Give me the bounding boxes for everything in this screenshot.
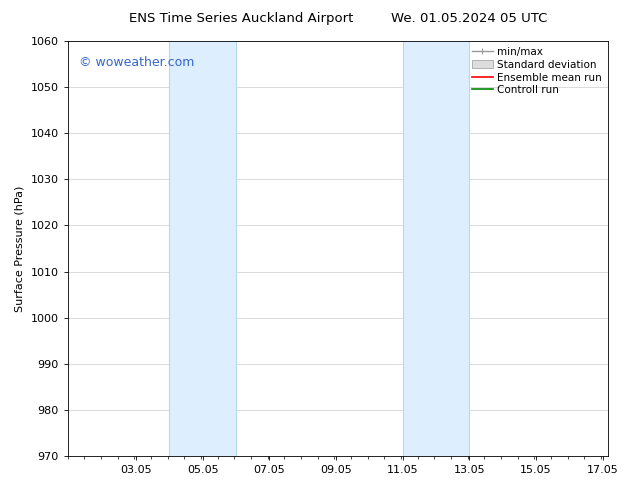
Y-axis label: Surface Pressure (hPa): Surface Pressure (hPa) <box>15 185 25 312</box>
Bar <box>169 41 236 456</box>
Text: © woweather.com: © woweather.com <box>79 55 194 69</box>
Bar <box>403 41 469 456</box>
Text: ENS Time Series Auckland Airport: ENS Time Series Auckland Airport <box>129 12 353 25</box>
Legend: min/max, Standard deviation, Ensemble mean run, Controll run: min/max, Standard deviation, Ensemble me… <box>469 44 605 98</box>
Text: We. 01.05.2024 05 UTC: We. 01.05.2024 05 UTC <box>391 12 547 25</box>
